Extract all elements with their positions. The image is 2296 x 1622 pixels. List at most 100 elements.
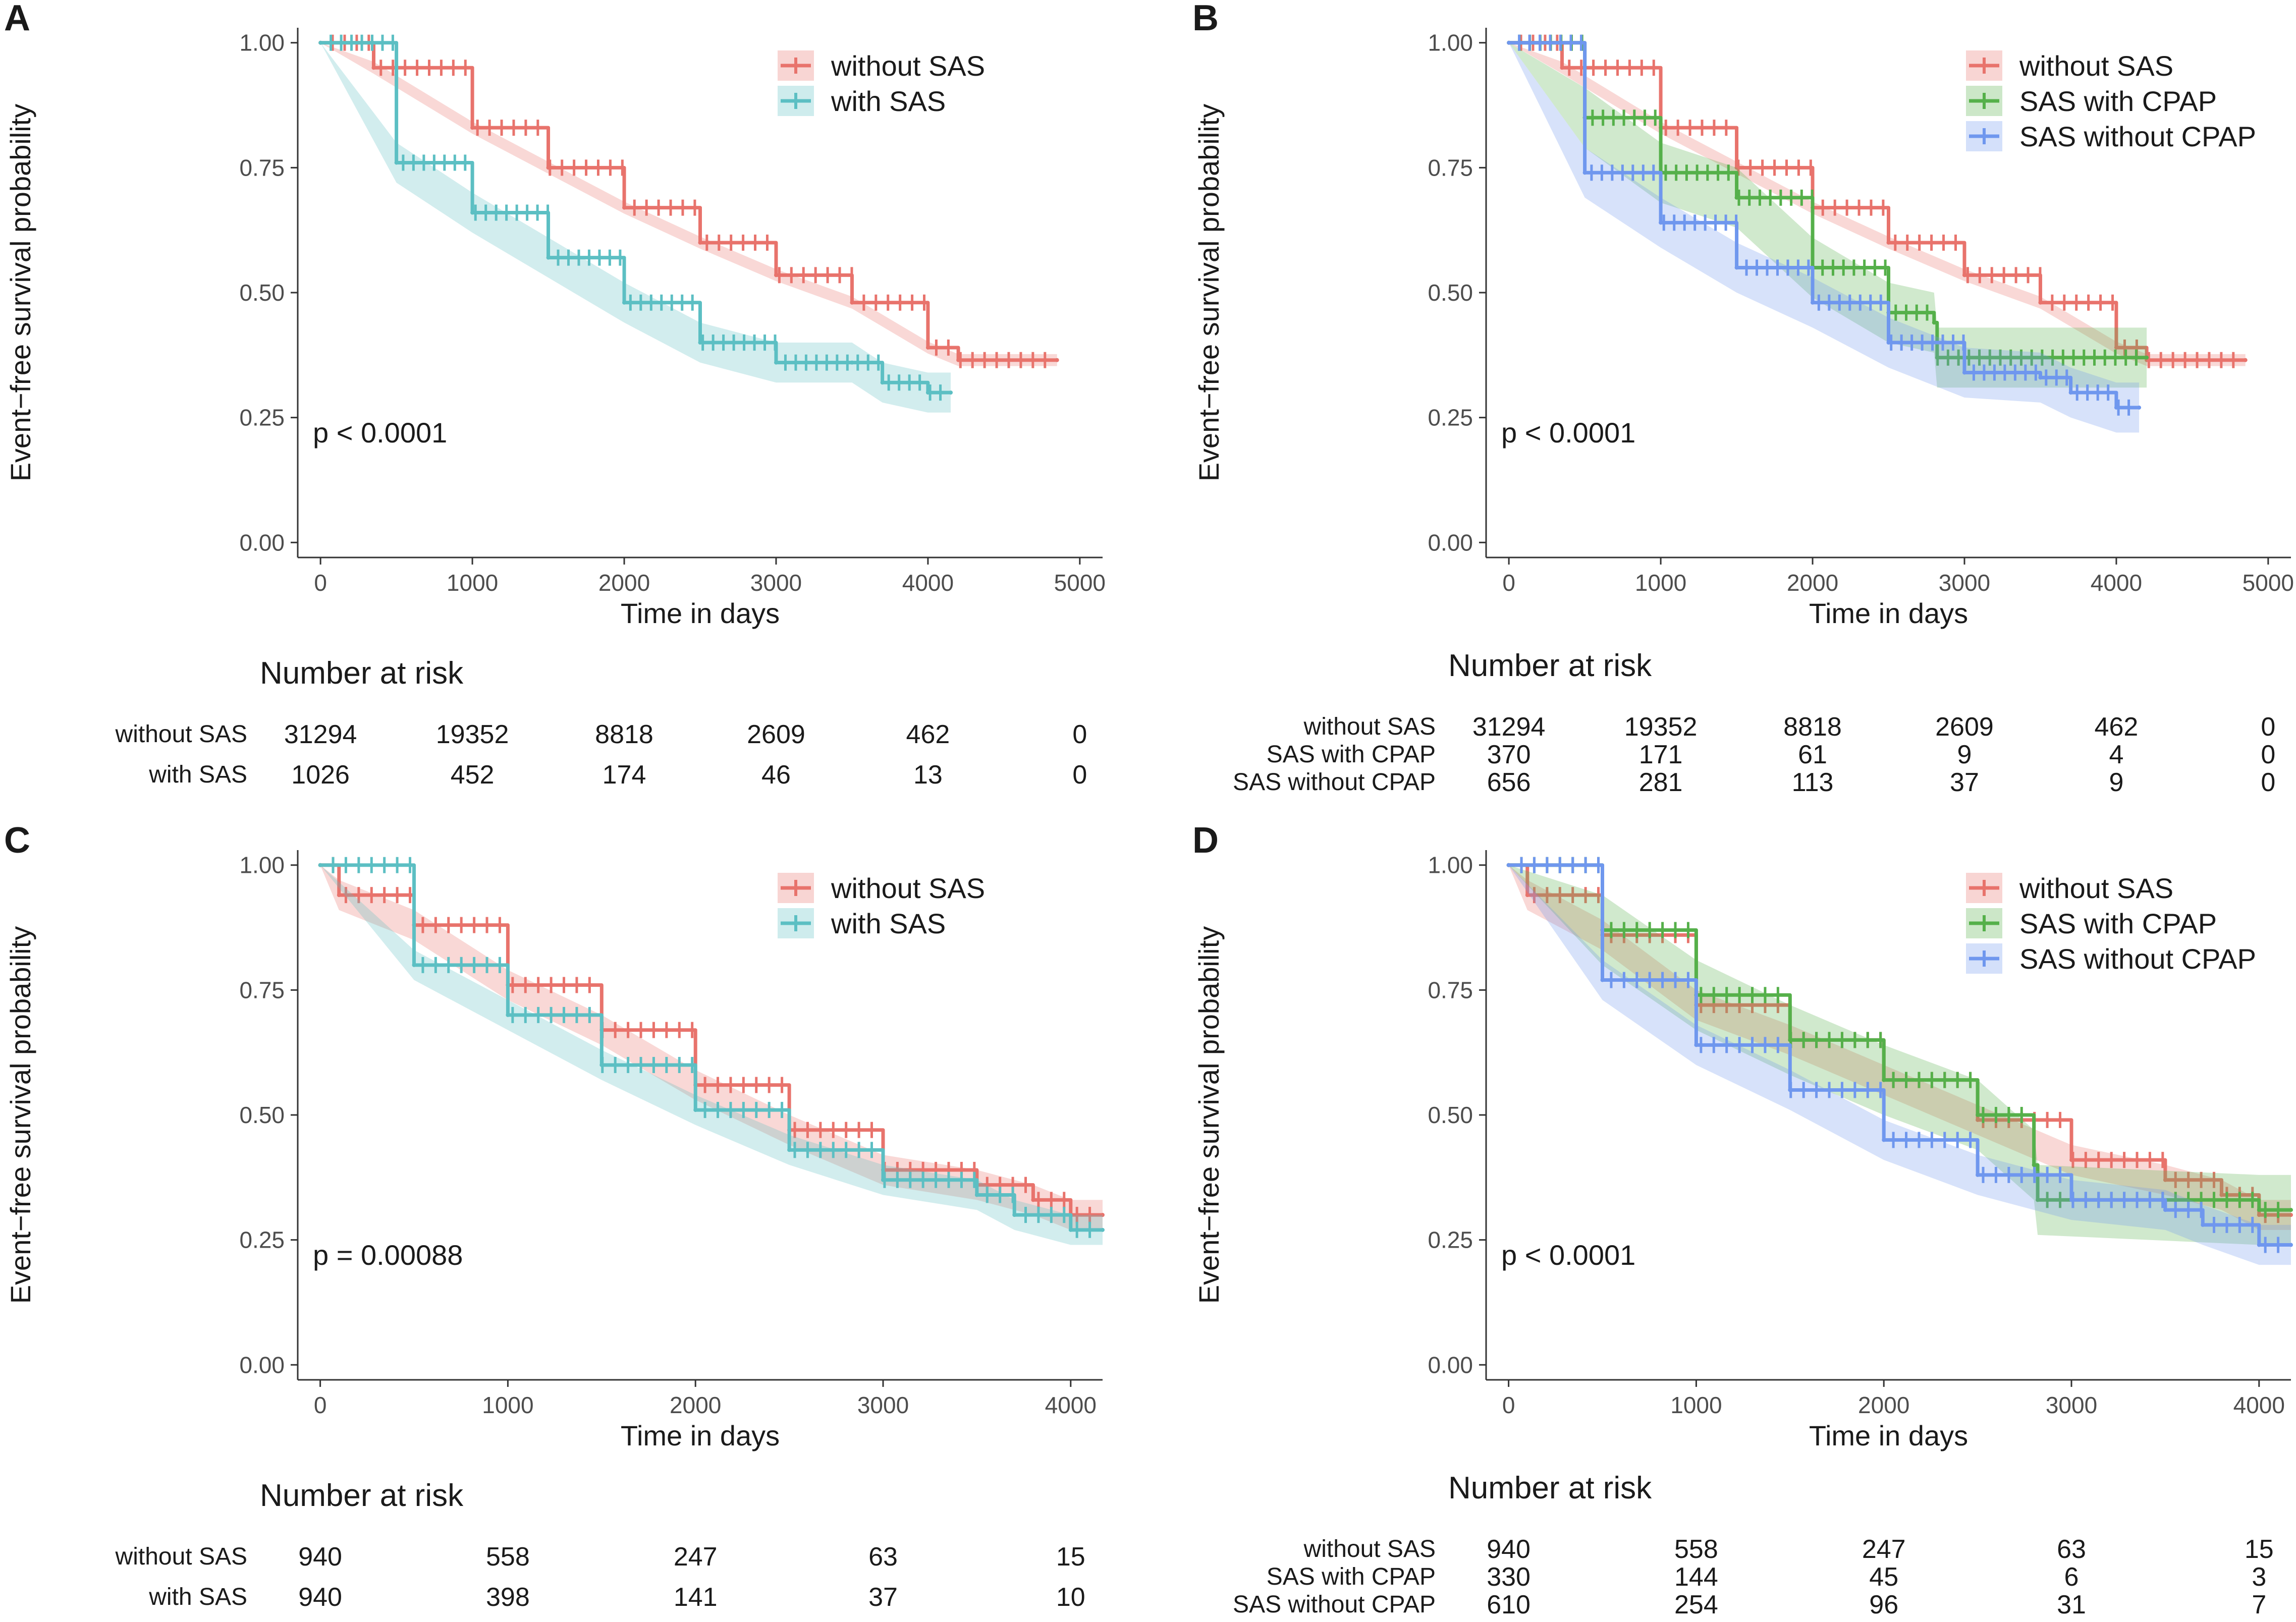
risk-value: 144	[1674, 1562, 1718, 1592]
risk-value: 281	[1639, 768, 1683, 797]
x-tick-label: 2000	[598, 570, 650, 596]
y-tick-label: 0.75	[1428, 154, 1473, 181]
data-point	[371, 66, 376, 70]
data-point	[470, 126, 475, 130]
risk-value: 0	[1072, 760, 1087, 790]
risk-value: 45	[1869, 1562, 1898, 1592]
risk-value: 15	[1056, 1542, 1085, 1572]
risk-value: 462	[2095, 712, 2139, 742]
risk-row-label: SAS with CPAP	[1267, 741, 1436, 768]
risk-value: 7	[2252, 1590, 2266, 1619]
data-point	[2137, 405, 2142, 410]
y-tick-label: 1.00	[1428, 852, 1473, 878]
y-tick-label: 0.50	[239, 279, 285, 306]
x-tick-label: 1000	[447, 570, 498, 596]
data-point	[1582, 171, 1587, 175]
x-axis-title: Time in days	[621, 1420, 780, 1451]
x-tick-label: 2000	[1787, 570, 1838, 596]
data-point	[1976, 1113, 1980, 1117]
panel-letter: D	[1192, 820, 1219, 861]
data-point	[774, 360, 778, 365]
risk-row-label: SAS without CPAP	[1233, 1591, 1436, 1618]
data-point	[2114, 345, 2118, 350]
data-point	[2289, 1243, 2293, 1247]
data-point	[599, 1062, 604, 1067]
panel-b: B0.000.250.500.751.000 1000 2000 3000 4000 50…	[1192, 0, 2294, 797]
p-value: p = 0.00088	[313, 1239, 463, 1271]
x-tick-label: 0	[314, 570, 327, 596]
data-point	[698, 341, 702, 345]
data-point	[622, 205, 627, 210]
data-point	[1734, 265, 1739, 270]
data-point	[546, 165, 551, 170]
y-axis-title: Event−free survival probability	[1193, 104, 1225, 482]
risk-value: 558	[1674, 1535, 1718, 1564]
risk-value: 63	[2057, 1535, 2086, 1564]
survival-curve	[1509, 41, 2140, 410]
risk-row-label: without SAS	[1303, 713, 1436, 740]
data-point	[787, 1148, 792, 1152]
risk-value: 0	[2261, 768, 2275, 797]
data-point	[546, 255, 551, 260]
risk-value: 141	[674, 1583, 718, 1612]
p-value: p < 0.0001	[313, 417, 447, 449]
data-point	[1055, 358, 1059, 362]
x-axis-title: Time in days	[1809, 597, 1968, 629]
y-axis-title: Event−free survival probability	[1193, 926, 1225, 1304]
data-point	[1694, 1043, 1699, 1047]
risk-value: 940	[298, 1542, 342, 1572]
y-tick-label: 0.25	[1428, 405, 1473, 431]
risk-table: Number at risk without SAS 31294 19352 8818 2…	[115, 656, 1087, 790]
x-tick-label: 4000	[1045, 1392, 1097, 1418]
data-point	[2163, 1178, 2167, 1182]
legend-label: without SAS	[2019, 50, 2173, 82]
series-with-sas	[318, 34, 953, 413]
risk-value: 3	[2252, 1562, 2266, 1592]
y-tick-label: 0.25	[1428, 1227, 1473, 1253]
x-tick-label: 1000	[482, 1392, 533, 1418]
risk-table-title: Number at risk	[260, 1478, 464, 1513]
data-point	[2219, 1193, 2224, 1197]
data-point	[2257, 1213, 2261, 1217]
data-point	[1560, 66, 1564, 70]
risk-row-label: SAS without CPAP	[1233, 769, 1436, 796]
series-without-sas	[318, 857, 1105, 1230]
risk-row-label: without SAS	[115, 721, 247, 748]
data-point	[318, 40, 323, 45]
risk-table: Number at risk without SAS 31294 19352 8818 2…	[1233, 648, 2275, 797]
legend-label: SAS without CPAP	[2019, 943, 2256, 975]
risk-value: 940	[298, 1583, 342, 1612]
data-point	[1600, 978, 1605, 982]
data-point	[925, 390, 930, 395]
x-tick-label: 3000	[750, 570, 802, 596]
legend-label: with SAS	[831, 908, 946, 939]
data-point	[693, 1108, 698, 1112]
risk-value: 19352	[1624, 712, 1698, 742]
data-point	[1101, 1213, 1105, 1217]
y-tick-label: 0.75	[1428, 977, 1473, 1003]
x-tick-label: 2000	[1858, 1392, 1909, 1418]
risk-value: 113	[1792, 768, 1834, 797]
risk-value: 398	[486, 1583, 530, 1612]
y-tick-label: 0.00	[239, 1352, 285, 1378]
x-tick-label: 3000	[2046, 1392, 2097, 1418]
risk-value: 8818	[1783, 712, 1842, 742]
risk-value: 31294	[1472, 712, 1546, 742]
panel-a: A 0.00 0.25 0.50 0.75 1.00 0 1000 2000 3000 4000 50…	[4, 0, 1106, 790]
data-point	[1976, 1117, 1980, 1122]
data-point	[1734, 165, 1739, 170]
data-point	[2289, 1208, 2293, 1212]
data-point	[1506, 863, 1511, 867]
data-point	[1976, 1172, 1980, 1177]
risk-value: 9	[1957, 740, 1972, 769]
risk-value: 61	[1798, 740, 1827, 769]
survival-curve	[1508, 863, 2291, 1247]
data-point	[2068, 390, 2073, 395]
y-tick-label: 0.50	[1428, 1102, 1473, 1128]
data-point	[1962, 273, 1966, 277]
confidence-band	[320, 865, 1103, 1245]
data-point	[2163, 1208, 2167, 1212]
